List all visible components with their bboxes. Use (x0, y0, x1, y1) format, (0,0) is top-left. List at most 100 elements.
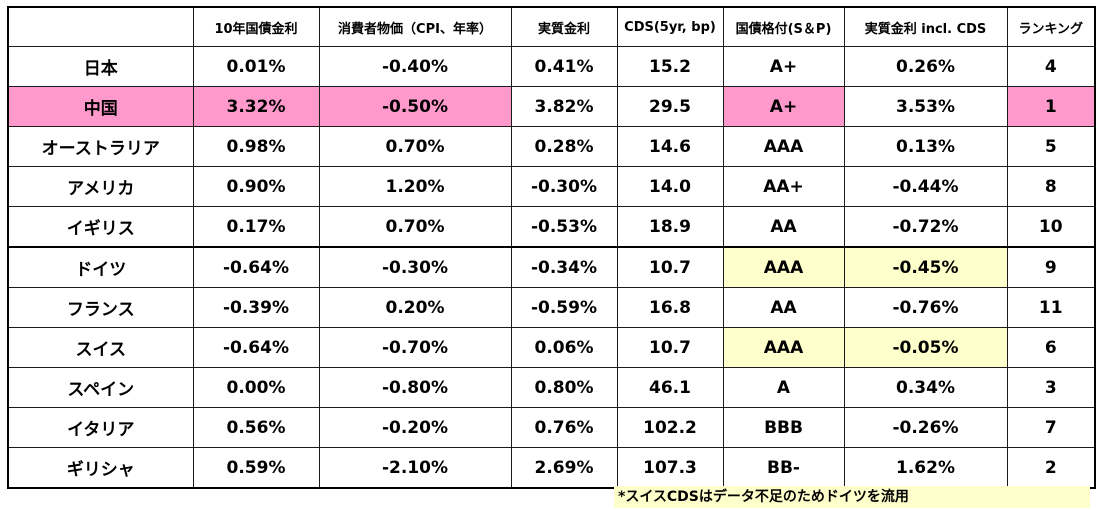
value-cell: -0.39% (192, 287, 320, 328)
value-cell: -0.64% (192, 327, 320, 368)
table-row: ドイツ -0.64% -0.30% -0.34% 10.7 AAA -0.45% 9 (7, 246, 1096, 288)
table-row: フランス -0.39% 0.20% -0.59% 16.8 AA -0.76% 11 (7, 287, 1096, 328)
value-cell: -0.30% (318, 246, 512, 288)
country-cell: スイス (7, 327, 194, 368)
country-cell: アメリカ (7, 166, 194, 207)
value-cell: -0.64% (192, 246, 320, 288)
value-cell: 46.1 (616, 367, 724, 408)
value-cell: 0.80% (510, 367, 618, 408)
value-cell: 3.82% (510, 86, 618, 127)
value-cell: 1.20% (318, 166, 512, 207)
value-cell: 0.41% (510, 46, 618, 87)
value-cell: -0.72% (843, 206, 1008, 248)
value-cell: 4 (1006, 46, 1096, 87)
country-cell: オーストラリア (7, 126, 194, 167)
value-cell: 2 (1006, 447, 1096, 489)
country-cell: ドイツ (7, 246, 194, 288)
value-cell: AAA (722, 126, 845, 167)
value-cell: 1.62% (843, 447, 1008, 489)
country-cell: 日本 (7, 46, 194, 87)
value-cell: 14.0 (616, 166, 724, 207)
value-cell: 0.26% (843, 46, 1008, 87)
value-cell: 9 (1006, 246, 1096, 288)
table-row: スイス -0.64% -0.70% 0.06% 10.7 AAA -0.05% 6 (7, 327, 1096, 368)
country-cell: 中国 (7, 86, 194, 127)
value-cell: 0.59% (192, 447, 320, 489)
value-cell: 8 (1006, 166, 1096, 207)
value-cell: -0.40% (318, 46, 512, 87)
value-cell: -0.05% (843, 327, 1008, 368)
value-cell: 0.20% (318, 287, 512, 328)
table-row: アメリカ 0.90% 1.20% -0.30% 14.0 AA+ -0.44% 8 (7, 166, 1096, 207)
value-cell: BBB (722, 407, 845, 448)
value-cell: 0.70% (318, 206, 512, 248)
value-cell: -0.70% (318, 327, 512, 368)
value-cell: -0.20% (318, 407, 512, 448)
value-cell: 0.01% (192, 46, 320, 87)
value-cell: 11 (1006, 287, 1096, 328)
value-cell: 0.17% (192, 206, 320, 248)
value-cell: AA+ (722, 166, 845, 207)
value-cell: AAA (722, 327, 845, 368)
header-corner (7, 6, 194, 47)
footnote: *スイスCDSはデータ不足のためドイツを流用 (614, 486, 1090, 508)
value-cell: A+ (722, 86, 845, 127)
country-cell: イギリス (7, 206, 194, 248)
table-row: イタリア 0.56% -0.20% 0.76% 102.2 BBB -0.26% 7 (7, 407, 1096, 448)
value-cell: 14.6 (616, 126, 724, 167)
value-cell: AAA (722, 246, 845, 288)
country-cell: スペイン (7, 367, 194, 408)
country-cell: フランス (7, 287, 194, 328)
column-header: 国債格付(S＆P) (722, 6, 845, 47)
value-cell: AA (722, 206, 845, 248)
country-cell: イタリア (7, 407, 194, 448)
column-header: ランキング (1006, 6, 1096, 47)
value-cell: -0.44% (843, 166, 1008, 207)
value-cell: 102.2 (616, 407, 724, 448)
value-cell: 0.06% (510, 327, 618, 368)
value-cell: 1 (1006, 86, 1096, 127)
value-cell: 0.70% (318, 126, 512, 167)
value-cell: -0.50% (318, 86, 512, 127)
table-row: イギリス 0.17% 0.70% -0.53% 18.9 AA -0.72% 10 (7, 206, 1096, 248)
value-cell: 3.53% (843, 86, 1008, 127)
value-cell: 3.32% (192, 86, 320, 127)
table-row: ギリシャ 0.59% -2.10% 2.69% 107.3 BB- 1.62% 2 (7, 447, 1096, 489)
value-cell: 0.28% (510, 126, 618, 167)
header-row: 10年国債金利 消費者物価（CPI、年率） 実質金利 CDS(5yr, bp) 国債格付… (7, 6, 1096, 47)
value-cell: -2.10% (318, 447, 512, 489)
value-cell: -0.45% (843, 246, 1008, 288)
value-cell: -0.34% (510, 246, 618, 288)
value-cell: 0.00% (192, 367, 320, 408)
table-row: 中国 3.32% -0.50% 3.82% 29.5 A+ 3.53% 1 (7, 86, 1096, 127)
value-cell: 16.8 (616, 287, 724, 328)
value-cell: 0.98% (192, 126, 320, 167)
value-cell: 29.5 (616, 86, 724, 127)
value-cell: 6 (1006, 327, 1096, 368)
column-header: CDS(5yr, bp) (616, 6, 724, 47)
country-cell: ギリシャ (7, 447, 194, 489)
value-cell: -0.80% (318, 367, 512, 408)
table-row: オーストラリア 0.98% 0.70% 0.28% 14.6 AAA 0.13% 5 (7, 126, 1096, 167)
column-header: 10年国債金利 (192, 6, 320, 47)
column-header: 実質金利 (510, 6, 618, 47)
value-cell: -0.26% (843, 407, 1008, 448)
value-cell: 18.9 (616, 206, 724, 248)
value-cell: 0.34% (843, 367, 1008, 408)
table-row: スペイン 0.00% -0.80% 0.80% 46.1 A 0.34% 3 (7, 367, 1096, 408)
column-header: 消費者物価（CPI、年率） (318, 6, 512, 47)
value-cell: -0.53% (510, 206, 618, 248)
value-cell: 3 (1006, 367, 1096, 408)
value-cell: BB- (722, 447, 845, 489)
rate-comparison-table: 10年国債金利 消費者物価（CPI、年率） 実質金利 CDS(5yr, bp) 国債格付… (7, 6, 1096, 489)
value-cell: 107.3 (616, 447, 724, 489)
value-cell: 7 (1006, 407, 1096, 448)
value-cell: 10.7 (616, 246, 724, 288)
value-cell: AA (722, 287, 845, 328)
value-cell: 5 (1006, 126, 1096, 167)
value-cell: A (722, 367, 845, 408)
value-cell: 15.2 (616, 46, 724, 87)
value-cell: -0.59% (510, 287, 618, 328)
column-header: 実質金利 incl. CDS (843, 6, 1008, 47)
value-cell: 0.13% (843, 126, 1008, 167)
